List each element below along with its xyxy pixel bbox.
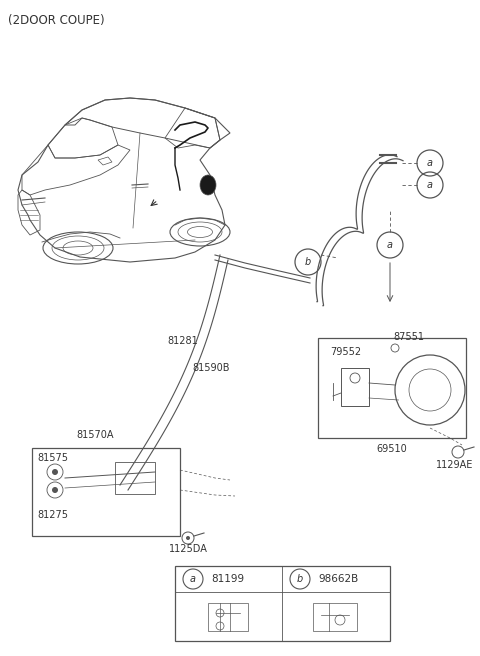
Circle shape bbox=[52, 469, 58, 475]
Circle shape bbox=[52, 487, 58, 493]
Text: (2DOOR COUPE): (2DOOR COUPE) bbox=[8, 14, 105, 27]
Text: 98662B: 98662B bbox=[318, 574, 358, 584]
Text: 81575: 81575 bbox=[37, 453, 68, 463]
Text: 81281: 81281 bbox=[167, 337, 198, 346]
Text: 1125DA: 1125DA bbox=[168, 544, 207, 554]
Bar bbox=[208, 603, 248, 631]
Text: a: a bbox=[427, 158, 433, 168]
Bar bbox=[341, 368, 369, 406]
Bar bbox=[318, 338, 466, 438]
Text: 81570A: 81570A bbox=[76, 430, 113, 440]
Ellipse shape bbox=[200, 175, 216, 195]
Text: 79552: 79552 bbox=[330, 347, 361, 357]
Text: b: b bbox=[305, 257, 311, 267]
Text: 81590B: 81590B bbox=[192, 363, 230, 373]
Text: a: a bbox=[427, 180, 433, 190]
Bar bbox=[313, 603, 357, 631]
Text: a: a bbox=[387, 240, 393, 250]
Bar bbox=[175, 566, 390, 641]
Text: a: a bbox=[190, 574, 196, 584]
Bar bbox=[115, 462, 155, 494]
Circle shape bbox=[186, 536, 190, 540]
Text: 1129AE: 1129AE bbox=[436, 460, 474, 470]
Text: 81275: 81275 bbox=[37, 510, 68, 520]
Text: 81199: 81199 bbox=[211, 574, 244, 584]
Text: 87551: 87551 bbox=[393, 332, 424, 342]
Bar bbox=[32, 448, 180, 536]
Text: b: b bbox=[297, 574, 303, 584]
Text: 69510: 69510 bbox=[377, 444, 408, 454]
